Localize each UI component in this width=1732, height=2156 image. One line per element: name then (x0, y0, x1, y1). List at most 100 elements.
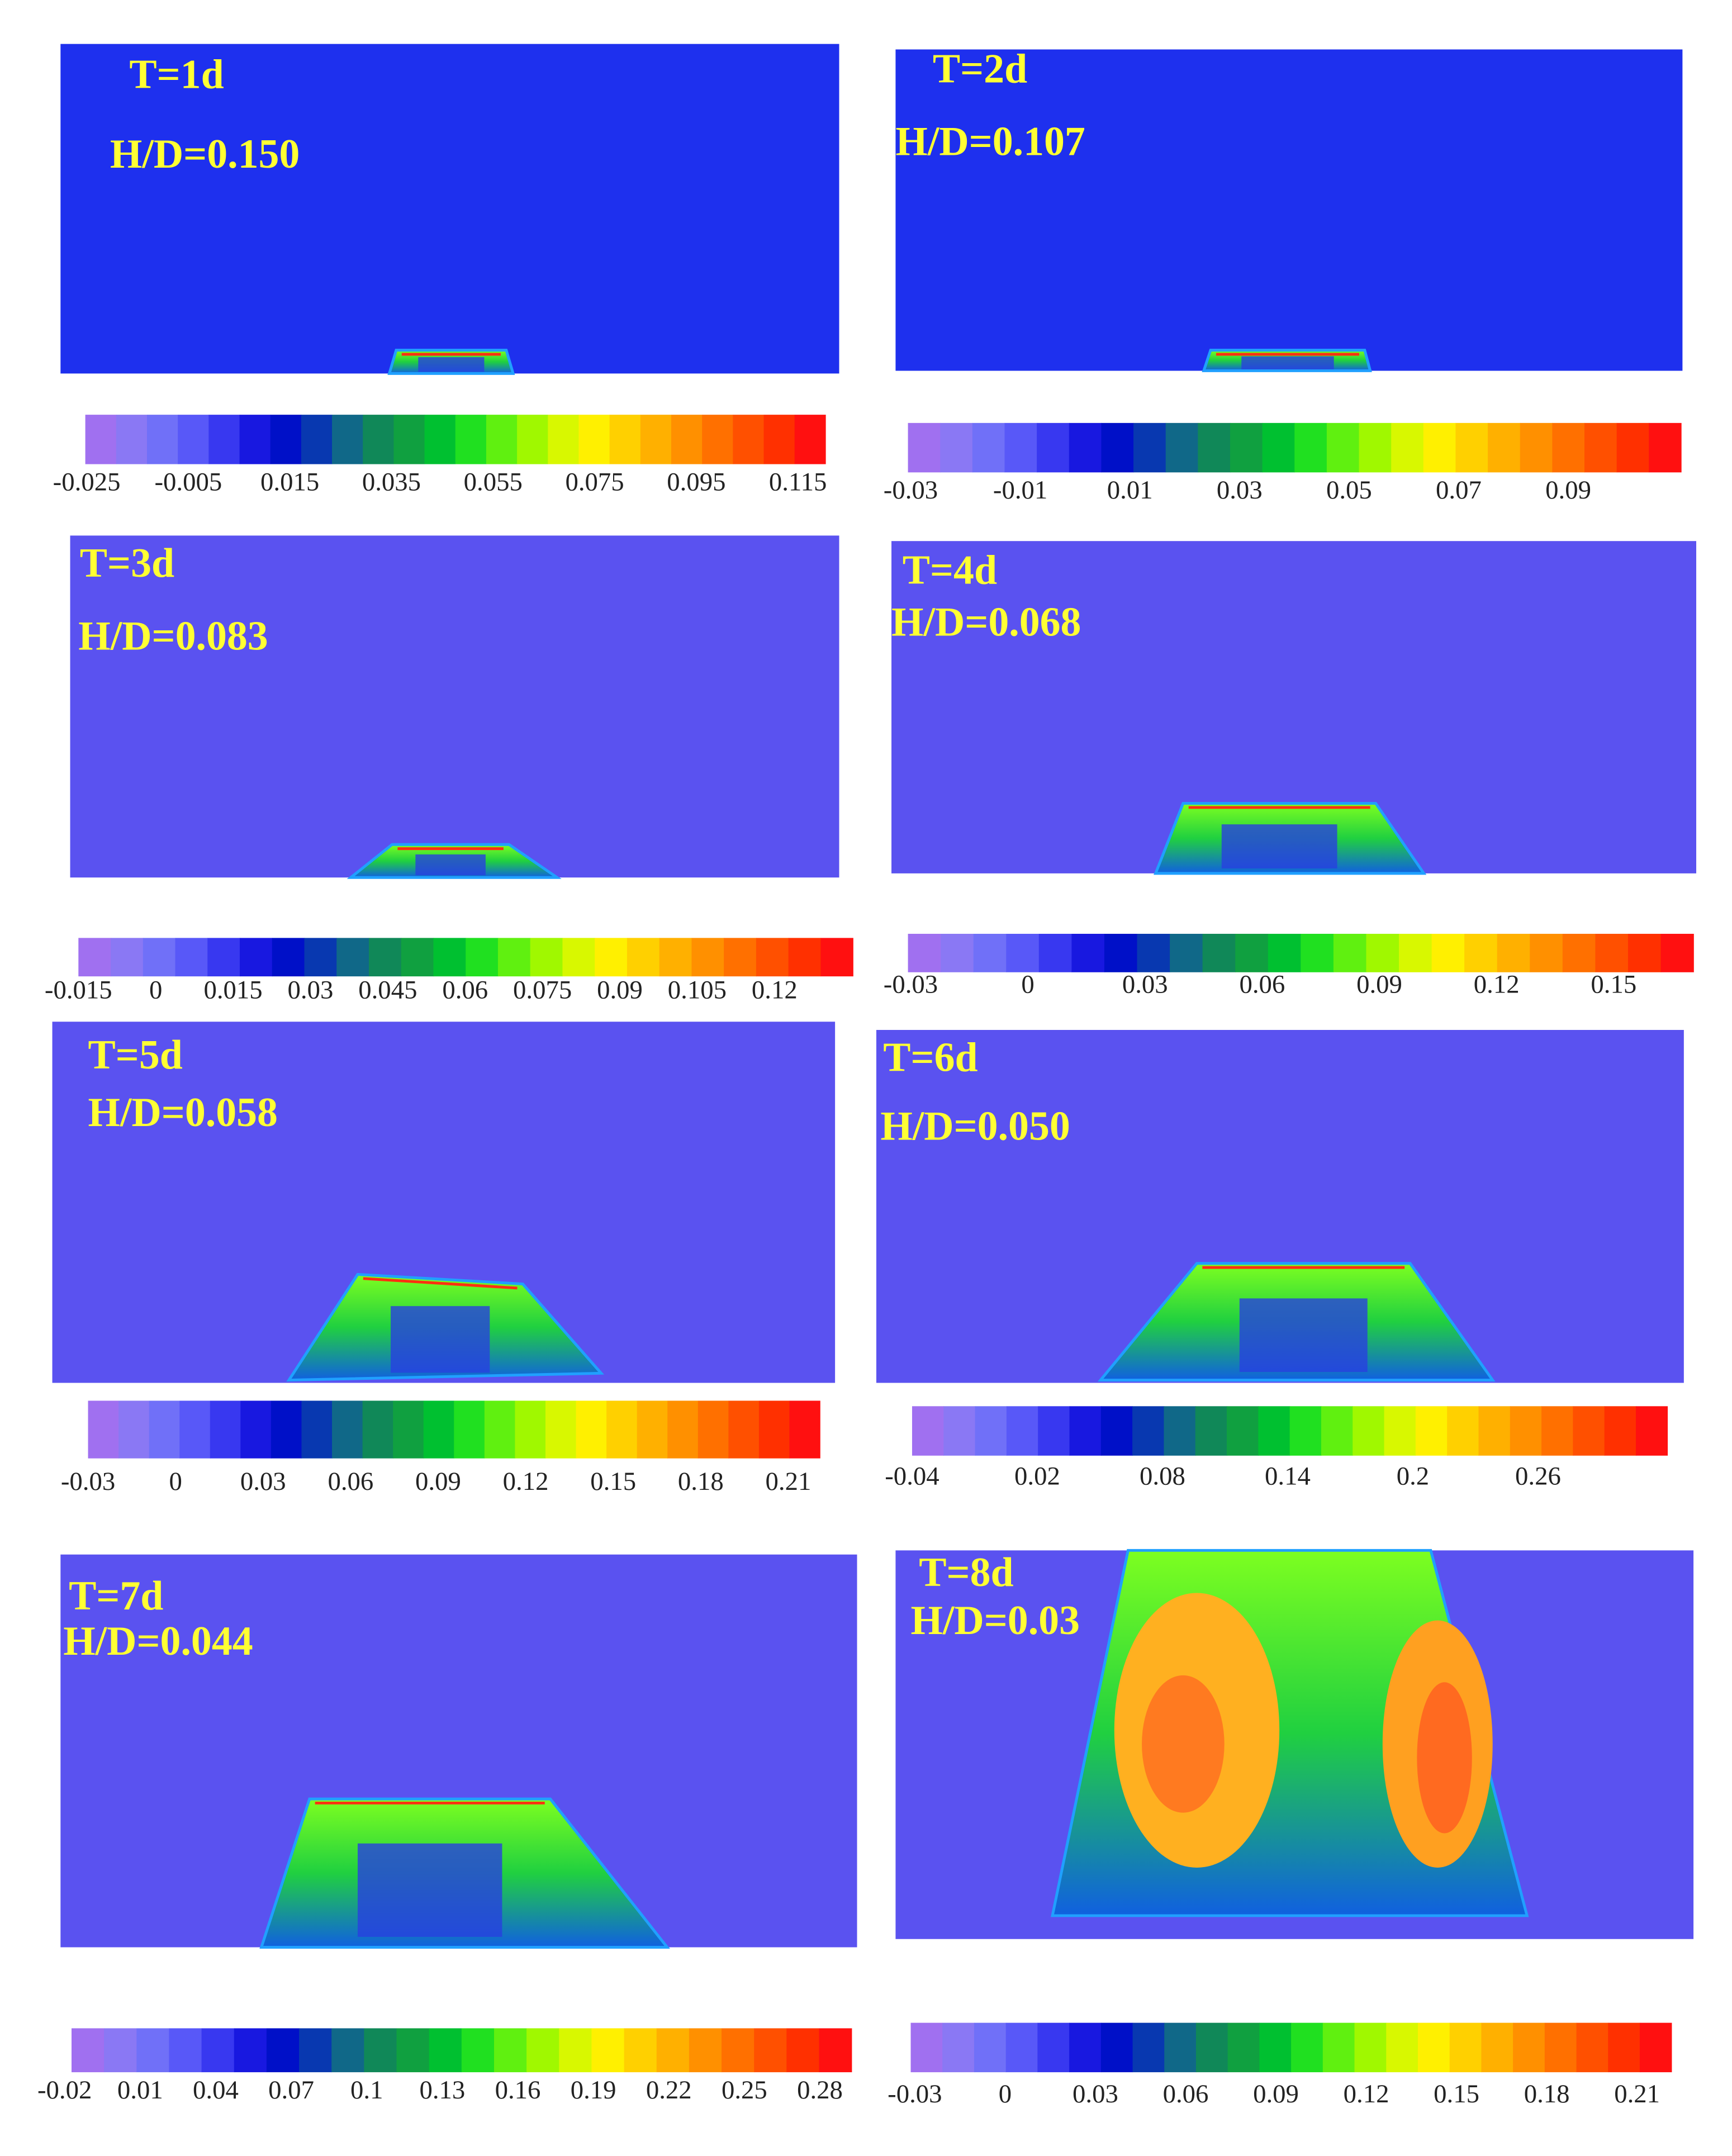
colorbar-step (497, 938, 531, 977)
colorbar-step (85, 415, 117, 464)
colorbar-tick-label: 0.26 (1515, 1461, 1561, 1490)
colorbar-step (1449, 2022, 1482, 2073)
colorbar-step (691, 938, 724, 977)
panel: T=4d H/D=0.068 -0.03 0 0.03 0.06 0.09 0.12 0.15 (884, 541, 1697, 999)
colorbar-step (910, 2022, 943, 2073)
colorbar-tick-label: 0.16 (495, 2076, 541, 2105)
colorbar-tick-label: 0.13 (419, 2076, 465, 2105)
colorbar-step (240, 1400, 272, 1459)
low-zone (418, 357, 485, 372)
time-label: T=4d (903, 547, 997, 592)
colorbar-step (1639, 2022, 1672, 2073)
colorbar-step (1164, 1406, 1196, 1456)
low-zone (1239, 1298, 1368, 1372)
colorbar-tick-label: 0.06 (328, 1467, 373, 1496)
colorbar-tick-label: 0.18 (1524, 2079, 1570, 2108)
colorbar-step (1584, 422, 1617, 473)
colorbar-tick-label: -0.03 (61, 1467, 115, 1496)
colorbar-step (1137, 933, 1170, 972)
colorbar-step (942, 2022, 975, 2073)
colorbar-step (1353, 1406, 1385, 1456)
colorbar-step (1604, 1406, 1636, 1456)
colorbar-step (1510, 1406, 1542, 1456)
colorbar-step (393, 415, 425, 464)
colorbar-step (1455, 422, 1488, 473)
colorbar-step (1069, 2022, 1102, 2073)
colorbar-tick-label: 0.03 (1122, 970, 1168, 999)
colorbar-step (71, 2028, 105, 2073)
panel: T=6d H/D=0.050 -0.04 0.02 0.08 0.14 0.2 0.26 (876, 1029, 1684, 1490)
colorbar-step (1101, 422, 1134, 473)
colorbar-step (210, 1400, 241, 1459)
colorbar-step (1165, 422, 1199, 473)
panel: T=7dH/D=0.044 -0.02 0.01 0.04 0.07 0.1 0.13 0.1… (37, 1554, 857, 2105)
colorbar-tick-label: -0.03 (884, 970, 938, 999)
colorbar-step (1386, 2022, 1418, 2073)
colorbar-tick-label: 0.09 (415, 1467, 461, 1496)
colorbar-tick-label: 0.05 (1326, 476, 1372, 505)
colorbar-step (1417, 2022, 1450, 2073)
colorbar-step (724, 938, 757, 977)
colorbar-tick-label: -0.03 (884, 476, 938, 505)
colorbar-step (207, 938, 240, 977)
colorbar-tick-label: 0.055 (464, 467, 523, 496)
colorbar-step (271, 1400, 302, 1459)
colorbar-step (1006, 1406, 1038, 1456)
low-zone (357, 1843, 502, 1937)
colorbar-step (609, 415, 641, 464)
colorbar-tick-label: 0.03 (1073, 2079, 1118, 2108)
colorbar-step (429, 2028, 462, 2073)
panel: T=3d H/D=0.083 -0.015 0 0.015 0.03 0.045 0.06 0.… (45, 535, 853, 1004)
colorbar-step (461, 2028, 495, 2073)
colorbar-step (530, 938, 563, 977)
colorbar-step (136, 2028, 170, 2073)
colorbar-step (545, 1400, 577, 1459)
colorbar-tick-label: 0.045 (358, 976, 417, 1005)
colorbar-step (78, 938, 111, 977)
colorbar-step (972, 422, 1005, 473)
colorbar-step (1431, 933, 1465, 972)
colorbar-step (689, 2028, 722, 2073)
colorbar-tick-label: -0.02 (37, 2076, 92, 2105)
colorbar-step (728, 1400, 760, 1459)
colorbar-step (974, 2022, 1007, 2073)
panel: T=5d H/D=0.058 -0.03 0 0.03 0.06 0.09 0.12 0.15 0… (52, 1022, 836, 1496)
colorbar-step (454, 1400, 485, 1459)
colorbar-step (722, 2028, 755, 2073)
colorbar-tick-label: 0.075 (565, 467, 624, 496)
colorbar-tick-label: 0.03 (288, 976, 334, 1005)
colorbar-tick-label: 0.15 (1591, 970, 1636, 999)
colorbar-tick-label: 0 (1021, 970, 1034, 999)
time-label: T=1d (129, 51, 224, 97)
colorbar-step (1004, 422, 1037, 473)
ratio-label: H/D=0.058 (88, 1089, 278, 1135)
colorbar-step (1423, 422, 1456, 473)
colorbar-step (559, 2028, 592, 2073)
colorbar-step (455, 415, 487, 464)
colorbar-step (756, 938, 789, 977)
time-label: T=8d (919, 1549, 1013, 1595)
colorbar-step (1464, 933, 1498, 972)
contour-map (60, 44, 839, 374)
colorbar-step (484, 1400, 516, 1459)
colorbar-step (336, 938, 369, 977)
colorbar-step (1294, 422, 1327, 473)
colorbar-step (975, 1406, 1007, 1456)
colorbar-step (788, 938, 822, 977)
colorbar-step (301, 415, 333, 464)
colorbar-step (1289, 1406, 1322, 1456)
panel: T=8dH/D=0.03 -0.03 0 0.03 0.06 0.09 0.12 0.15 0.… (888, 1549, 1694, 2108)
colorbar-tick-label: 0.06 (1239, 970, 1285, 999)
colorbar-tick-label: 0.01 (1107, 476, 1153, 505)
colorbar-step (754, 2028, 787, 2073)
colorbar-step (486, 415, 518, 464)
colorbar-tick-label: 0.18 (678, 1467, 724, 1496)
colorbar-step (1627, 933, 1662, 972)
colorbar-step (1576, 2022, 1609, 2073)
colorbar-step (591, 2028, 625, 2073)
colorbar-step (637, 1400, 668, 1459)
colorbar-step (208, 415, 240, 464)
colorbar-step (423, 1400, 455, 1459)
colorbar-step (820, 938, 853, 977)
